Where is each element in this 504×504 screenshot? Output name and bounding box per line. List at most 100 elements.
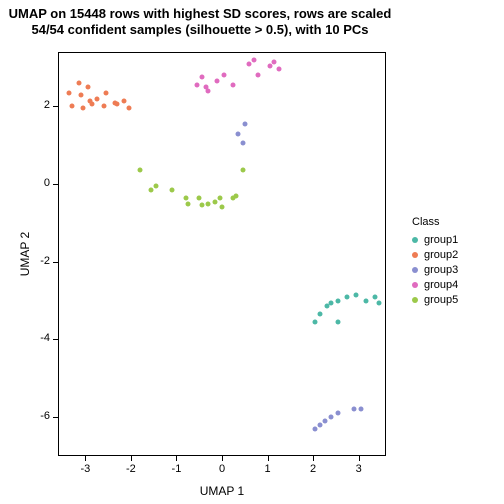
data-point [235,131,240,136]
data-point [336,319,341,324]
data-point [169,187,174,192]
legend-label: group2 [424,249,458,261]
data-point [272,59,277,64]
data-point [126,106,131,111]
data-point [324,304,329,309]
chart-title: UMAP on 15448 rows with highest SD score… [0,6,400,39]
y-tick-label: -2 [40,255,50,267]
data-point [94,96,99,101]
data-point [78,92,83,97]
x-tick [176,456,177,461]
y-tick-label: 0 [44,177,50,189]
data-point [372,294,377,299]
x-tick [359,456,360,461]
y-tick-label: -4 [40,332,50,344]
data-point [185,201,190,206]
legend-title: Class [412,216,458,228]
x-tick-label: 1 [256,463,280,475]
data-point [213,199,218,204]
legend-swatch [412,282,418,288]
data-point [313,319,318,324]
data-point [242,121,247,126]
title-line-2: 54/54 confident samples (silhouette > 0.… [0,22,400,38]
data-point [69,104,74,109]
data-point [206,201,211,206]
data-point [76,81,81,86]
data-point [103,90,108,95]
x-tick [131,456,132,461]
data-point [101,104,106,109]
y-tick [53,262,58,263]
data-point [90,102,95,107]
data-point [336,298,341,303]
data-point [222,73,227,78]
data-point [354,292,359,297]
data-point [115,102,120,107]
x-tick-label: 3 [347,463,371,475]
data-point [197,195,202,200]
legend-item: group1 [412,232,458,247]
x-axis-label: UMAP 1 [58,484,386,498]
data-point [256,73,261,78]
data-point [194,83,199,88]
legend-label: group1 [424,234,458,246]
data-point [217,195,222,200]
plot-area [58,52,386,456]
data-point [352,407,357,412]
legend-item: group4 [412,277,458,292]
data-point [345,294,350,299]
data-point [317,422,322,427]
legend: Class group1group2group3group4group5 [412,216,458,307]
data-point [240,141,245,146]
data-point [329,300,334,305]
data-point [122,98,127,103]
data-point [276,67,281,72]
y-tick-label: -6 [40,410,50,422]
data-point [199,75,204,80]
legend-swatch [412,297,418,303]
x-tick-label: -2 [119,463,143,475]
data-point [85,84,90,89]
legend-swatch [412,252,418,258]
title-line-1: UMAP on 15448 rows with highest SD score… [0,6,400,22]
chart-container: UMAP on 15448 rows with highest SD score… [0,0,504,504]
data-point [138,168,143,173]
data-point [322,419,327,424]
y-tick [53,339,58,340]
data-point [317,312,322,317]
x-tick-label: 0 [210,463,234,475]
y-tick [53,417,58,418]
data-point [247,61,252,66]
y-tick [53,106,58,107]
data-point [363,298,368,303]
legend-swatch [412,267,418,273]
data-point [251,57,256,62]
legend-label: group4 [424,279,458,291]
data-point [313,426,318,431]
data-point [240,168,245,173]
x-tick-label: 2 [301,463,325,475]
data-point [149,187,154,192]
data-point [183,195,188,200]
legend-swatch [412,237,418,243]
y-axis-label: UMAP 2 [18,229,32,279]
data-point [220,205,225,210]
legend-label: group5 [424,294,458,306]
x-tick-label: -1 [164,463,188,475]
data-point [336,411,341,416]
data-point [81,106,86,111]
data-point [67,90,72,95]
x-tick [268,456,269,461]
data-point [206,88,211,93]
data-point [153,184,158,189]
x-tick [222,456,223,461]
x-tick [313,456,314,461]
data-point [377,300,382,305]
data-point [358,407,363,412]
data-point [233,193,238,198]
data-point [329,415,334,420]
y-tick [53,184,58,185]
y-tick-label: 2 [44,99,50,111]
data-point [199,203,204,208]
data-point [267,63,272,68]
